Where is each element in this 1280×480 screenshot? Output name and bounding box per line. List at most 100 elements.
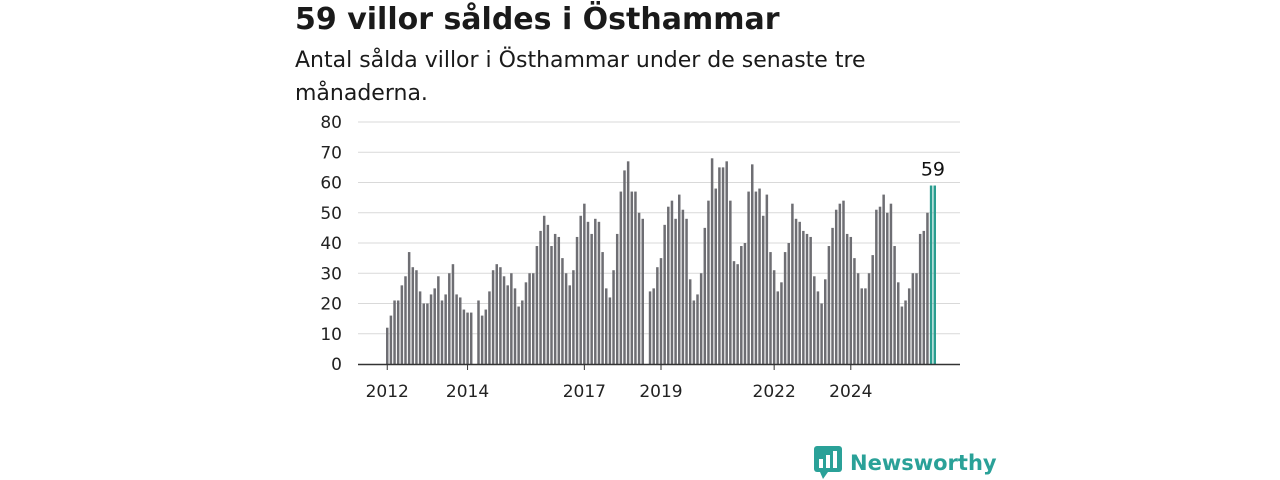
- bar: [612, 270, 615, 364]
- bar: [699, 273, 703, 364]
- bar: [561, 258, 564, 364]
- bar: [867, 273, 871, 364]
- bar: [897, 282, 900, 364]
- highlight-bar: [933, 185, 936, 364]
- logo-text: Newsworthy: [850, 451, 997, 475]
- bar: [772, 270, 776, 364]
- bar: [601, 252, 604, 364]
- bar: [878, 206, 882, 364]
- chart-subtitle: Antal sålda villor i Östhammar under de …: [295, 48, 866, 106]
- y-tick-label: 50: [320, 204, 342, 224]
- bar: [696, 294, 699, 364]
- chart-title: 59 villor såldes i Östhammar: [295, 2, 780, 37]
- bar: [849, 236, 853, 364]
- bar: [411, 267, 415, 364]
- bar: [579, 215, 582, 364]
- bar: [590, 233, 593, 364]
- bar: [415, 270, 418, 364]
- y-tick-label: 10: [320, 325, 342, 345]
- bar: [524, 282, 528, 364]
- bar: [455, 294, 458, 364]
- bar: [681, 209, 685, 364]
- bar: [794, 218, 798, 364]
- bar: [831, 227, 834, 364]
- bar: [594, 218, 597, 364]
- bar: [462, 309, 466, 364]
- bar: [871, 255, 874, 364]
- bar: [513, 288, 517, 364]
- bar: [619, 191, 623, 364]
- y-tick-label: 40: [320, 234, 342, 254]
- bar: [856, 273, 860, 364]
- bar: [546, 224, 550, 364]
- bar: [605, 288, 608, 364]
- bar: [707, 200, 710, 364]
- bar: [900, 306, 904, 364]
- bar: [769, 252, 772, 364]
- bar: [809, 236, 812, 364]
- bar: [721, 167, 725, 364]
- bar: [747, 191, 750, 364]
- bar: [780, 282, 783, 364]
- bar: [418, 291, 422, 364]
- bar: [440, 300, 444, 364]
- bar: [670, 200, 674, 364]
- bar: [805, 233, 809, 364]
- bar: [718, 167, 721, 364]
- bar: [389, 315, 393, 364]
- bar: [575, 236, 579, 364]
- bar: [626, 161, 630, 364]
- bar: [517, 306, 520, 364]
- bar: [761, 215, 765, 364]
- bar: [816, 291, 820, 364]
- bar: [893, 246, 896, 364]
- bar: [889, 203, 893, 364]
- bar: [758, 188, 761, 364]
- bar: [634, 191, 637, 364]
- bar: [568, 285, 571, 364]
- bar: [875, 209, 878, 364]
- bar: [667, 206, 670, 364]
- bar: [853, 258, 856, 364]
- bar: [842, 200, 845, 364]
- bar: [824, 279, 827, 364]
- bar: [776, 291, 780, 364]
- x-tick-label: 2014: [446, 382, 489, 402]
- bar: [535, 246, 539, 364]
- bar: [922, 230, 926, 364]
- bar: [506, 285, 509, 364]
- bar: [641, 218, 644, 364]
- bar: [798, 221, 801, 364]
- bar: [725, 161, 728, 364]
- bar: [608, 297, 612, 364]
- bar: [539, 230, 542, 364]
- bar: [459, 297, 462, 364]
- y-tick-label: 80: [320, 113, 342, 133]
- bar: [396, 300, 400, 364]
- bar: [528, 273, 531, 364]
- bar: [484, 309, 488, 364]
- bar: [572, 270, 575, 364]
- bar: [827, 246, 831, 364]
- bar: [488, 291, 491, 364]
- y-tick-label: 70: [320, 143, 342, 163]
- bar: [787, 243, 790, 364]
- bar: [838, 203, 842, 364]
- bar: [426, 303, 429, 364]
- bar: [433, 288, 436, 364]
- bar: [557, 236, 561, 364]
- bar: [911, 273, 915, 364]
- bar: [477, 300, 480, 364]
- bar: [480, 315, 484, 364]
- bar: [532, 273, 535, 364]
- bar: [729, 200, 732, 364]
- bar: [743, 243, 747, 364]
- bar: [710, 158, 714, 364]
- bar: [659, 258, 663, 364]
- bar: [404, 276, 407, 364]
- bar: [444, 294, 447, 364]
- bar: [740, 246, 743, 364]
- newsworthy-logo[interactable]: Newsworthy: [814, 446, 997, 480]
- bar: [736, 264, 739, 364]
